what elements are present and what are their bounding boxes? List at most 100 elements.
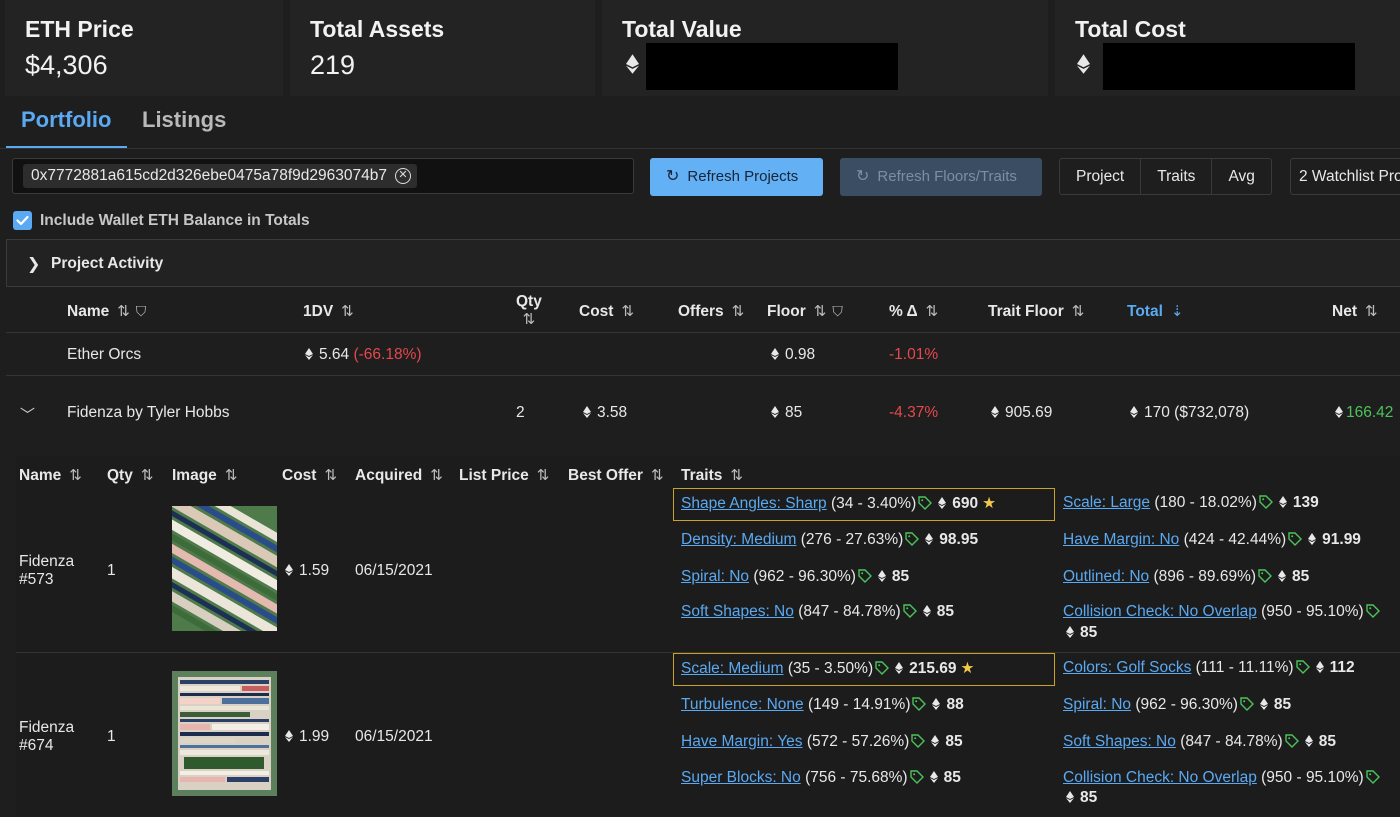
column-header-offers[interactable]: Offers ⇅ (678, 303, 745, 320)
trait-item: Have Margin: Yes (572 - 57.26%) 85 (681, 733, 963, 750)
subcolumn-header-list-price[interactable]: List Price ⇅ (459, 467, 550, 484)
price-tag-icon (911, 734, 926, 748)
ethereum-icon (929, 771, 938, 783)
trait-link[interactable]: Have Margin: Yes (681, 733, 803, 750)
acquired-date: 06/15/2021 (355, 562, 433, 579)
floor-pct-change: -1.01% (889, 346, 939, 363)
trait-link[interactable]: Soft Shapes: No (681, 603, 794, 620)
column-header-floor[interactable]: Floor ⇅ ⛉ (767, 303, 843, 320)
subcolumn-header-traits[interactable]: Traits ⇅ (681, 467, 743, 484)
stat-card-total-cost: Total Cost (1055, 0, 1400, 96)
trait-link[interactable]: Colors: Golf Socks (1063, 659, 1192, 676)
trait-item: Collision Check: No Overlap (950 - 95.10… (1063, 769, 1386, 787)
remove-address-icon[interactable]: ✕ (395, 168, 412, 184)
sort-icon: ⇅ (1071, 303, 1085, 320)
subcolumn-header-best-offer[interactable]: Best Offer ⇅ (568, 467, 664, 484)
redacted-value (1103, 43, 1355, 90)
column-header-trait-floor[interactable]: Trait Floor ⇅ (988, 303, 1085, 320)
trait-item: Spiral: No (962 - 96.30%) 85 (1063, 696, 1292, 713)
rare-trait-highlight (673, 653, 1055, 686)
sort-icon: ⇅ (522, 311, 536, 328)
trait-item: Collision Check: No Overlap (950 - 95.10… (1063, 603, 1386, 621)
include-balance-label[interactable]: Include Wallet ETH Balance in Totals (40, 212, 310, 229)
segment-avg[interactable]: Avg (1228, 168, 1255, 185)
segment-project[interactable]: Project (1060, 159, 1142, 194)
quantity: 2 (516, 404, 525, 421)
subcolumn-header-acquired[interactable]: Acquired ⇅ (355, 467, 443, 484)
sort-icon: ⇅ (69, 467, 82, 484)
ethereum-icon (922, 605, 931, 617)
cost: 3.58 (583, 404, 627, 422)
trait-link[interactable]: Scale: Large (1063, 494, 1151, 511)
ethereum-icon (1066, 791, 1074, 803)
checkmark-icon (16, 215, 29, 226)
sort-icon: ⇅ (731, 303, 745, 320)
trait-item: Spiral: No (962 - 96.30%) 85 (681, 568, 910, 585)
view-mode-segmented-control: Project Traits Avg (1059, 158, 1272, 195)
asset-thumbnail[interactable] (172, 506, 277, 631)
trait-link[interactable]: Density: Medium (681, 531, 797, 548)
chevron-down-icon[interactable]: ﹀ (20, 407, 36, 424)
trait-link[interactable]: Shape Angles: Sharp (681, 495, 827, 512)
sort-icon: ⇅ (536, 467, 550, 484)
price-tag-icon (1285, 734, 1299, 748)
trait-link[interactable]: Scale: Medium (681, 660, 784, 677)
wallet-address-input[interactable]: 0x7772881a615cd2d326ebe0475a78f9d2963074… (12, 158, 634, 194)
project-name[interactable]: Fidenza by Tyler Hobbs (67, 404, 230, 421)
refresh-floors-traits-button[interactable]: ↻ Refresh Floors/Traits (840, 158, 1042, 196)
subcolumn-header-cost[interactable]: Cost ⇅ (282, 467, 338, 484)
trait-item: Super Blocks: No (756 - 75.68%) 85 (681, 769, 961, 786)
tab-portfolio[interactable]: Portfolio (21, 107, 112, 132)
rare-trait-highlight (673, 488, 1055, 521)
tab-listings[interactable]: Listings (142, 107, 227, 132)
floor-price: 85 (771, 404, 802, 422)
column-header-cost[interactable]: Cost ⇅ (579, 303, 635, 320)
project-name[interactable]: Ether Orcs (67, 346, 142, 363)
trait-link[interactable]: Outlined: No (1063, 568, 1150, 585)
stat-value: $4,306 (25, 50, 108, 80)
column-header-net[interactable]: Net ⇅ (1332, 303, 1378, 320)
project-activity-accordion[interactable]: ❯ Project Activity (6, 239, 1400, 287)
sort-desc-icon: ⇣ (1170, 303, 1184, 320)
ethereum-icon (285, 730, 293, 742)
subcolumn-header-name[interactable]: Name ⇅ (19, 467, 82, 484)
wallet-address-chip: 0x7772881a615cd2d326ebe0475a78f9d2963074… (23, 164, 418, 188)
trait-link[interactable]: Turbulence: None (681, 696, 804, 713)
ethereum-icon (932, 698, 941, 710)
one-day-volume: 5.64 (-66.18%) (305, 346, 422, 364)
asset-name[interactable]: Fidenza #674 (19, 719, 75, 754)
sort-icon: ⇅ (925, 303, 939, 320)
subcolumn-header-qty[interactable]: Qty ⇅ (107, 467, 154, 484)
column-header-name[interactable]: Name ⇅ ⛉ (67, 303, 147, 320)
acquired-date: 06/15/2021 (355, 728, 433, 745)
floor-pct-change: -4.37% (889, 404, 939, 421)
column-header-qty[interactable]: Qty ⇅ (516, 293, 542, 328)
watchlist-dropdown[interactable]: 2 Watchlist Pro (1290, 158, 1400, 195)
sort-icon: ⇅ (621, 303, 635, 320)
ethereum-icon (771, 348, 779, 360)
segment-traits[interactable]: Traits (1141, 159, 1213, 194)
floor-price: 0.98 (771, 346, 815, 364)
column-header-total[interactable]: Total ⇣ (1127, 303, 1184, 320)
trait-floor: 905.69 (991, 404, 1052, 422)
column-header-1dv[interactable]: 1DV ⇅ (303, 303, 354, 320)
trait-link[interactable]: Spiral: No (1063, 696, 1132, 713)
trait-link[interactable]: Spiral: No (681, 568, 750, 585)
price-tag-icon (1259, 495, 1273, 509)
artwork-image (172, 506, 277, 631)
ethereum-icon (877, 570, 886, 582)
trait-link[interactable]: Soft Shapes: No (1063, 733, 1176, 750)
asset-name[interactable]: Fidenza #573 (19, 553, 75, 588)
include-balance-checkbox[interactable] (13, 211, 32, 230)
subcolumn-header-image[interactable]: Image ⇅ (172, 467, 238, 484)
refresh-projects-button[interactable]: ↻ Refresh Projects (650, 158, 823, 196)
trait-link[interactable]: Have Margin: No (1063, 531, 1180, 548)
column-header-pct-change[interactable]: % Δ ⇅ (889, 303, 939, 320)
trait-value-wrapped: 85 (1066, 789, 1097, 807)
trait-link[interactable]: Collision Check: No Overlap (1063, 603, 1257, 620)
ethereum-icon (1066, 626, 1074, 638)
trait-link[interactable]: Collision Check: No Overlap (1063, 769, 1257, 786)
trait-link[interactable]: Super Blocks: No (681, 769, 801, 786)
button-label: Refresh Floors/Traits (877, 168, 1017, 185)
asset-thumbnail[interactable] (172, 671, 277, 796)
